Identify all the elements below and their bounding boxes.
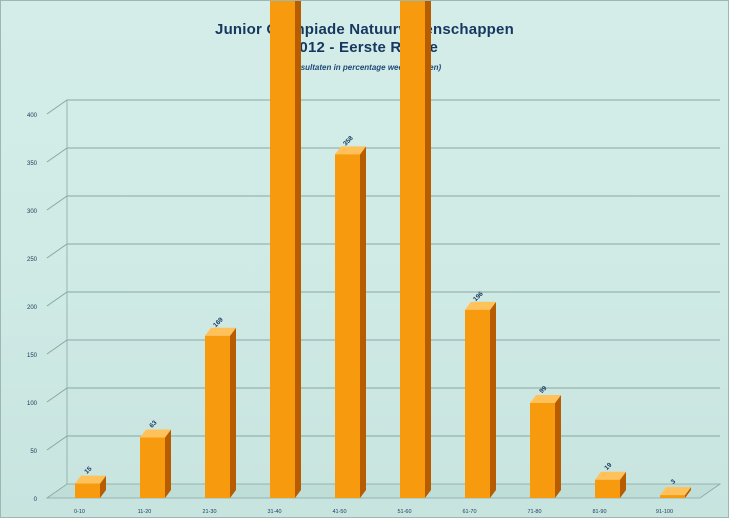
x-tick-label: 11-20 [138,509,152,515]
gridline [46,147,720,163]
y-tick-label: 50 [30,449,37,455]
data-label: 99 [538,385,548,395]
gridline [46,339,720,355]
y-tick-label: 0 [34,497,38,503]
bar-top [205,327,236,336]
bar-side [100,475,106,498]
bar-top [75,475,106,484]
bar-front [140,437,165,498]
x-tick-label: 31-40 [267,509,281,515]
gridline [46,291,720,307]
bar [75,475,106,498]
y-tick-label: 150 [27,353,38,359]
bar [270,1,301,498]
x-tick-label: 81-90 [592,509,606,515]
bar-side [490,301,496,498]
bar [530,394,561,498]
x-tick-label: 41-50 [332,509,346,515]
x-tick-label: 61-70 [462,509,476,515]
bar-front [660,495,685,498]
bar-top [140,429,171,438]
bar [595,471,626,498]
gridline [46,99,720,115]
bar-side [165,429,171,498]
bar-top [660,487,691,496]
y-tick-label: 400 [27,113,38,119]
bar-front [75,483,100,498]
bar-front [270,1,295,498]
data-label: 15 [83,465,93,475]
bar-front [205,335,230,498]
y-tick-label: 100 [27,401,38,407]
bar-top [335,146,366,155]
bar-side [425,1,431,498]
y-tick-label: 350 [27,161,38,167]
data-label: 19 [603,461,613,471]
x-tick-label: 21-30 [202,509,216,515]
bar-front [530,402,555,498]
bar [660,487,691,498]
bar-side [360,146,366,498]
bar-side [295,1,301,498]
gridline [46,435,720,451]
y-tick-label: 200 [27,305,38,311]
x-tick-label: 91-100 [656,509,673,515]
bar [335,146,366,498]
x-tick-label: 0-10 [74,509,85,515]
bar-front [465,309,490,498]
bar [205,327,236,498]
bar-front [595,479,620,498]
bar-front [335,154,360,498]
bar-side [685,487,691,498]
bar-top [595,471,626,480]
bar-top [530,394,561,403]
bar [140,429,171,498]
data-label: 358 [342,135,355,148]
bar-layer [75,1,691,498]
bar-side [230,327,236,498]
x-tick-label: 71-80 [527,509,541,515]
bar-side [620,471,626,498]
y-tick-label: 250 [27,257,38,263]
bar [465,301,496,498]
bar-side [555,394,561,498]
gridline [46,195,720,211]
gridline [46,243,720,259]
data-label: 63 [148,419,158,429]
bar [400,1,431,498]
x-tick-label: 51-60 [397,509,411,515]
y-tick-label: 300 [27,209,38,215]
bar-top [465,301,496,310]
data-label: 169 [212,316,225,329]
gridline [46,387,720,403]
data-label: 3 [670,478,678,486]
chart-subtitle: (Resultaten in percentage weergegeven) [287,63,442,72]
bar-front [400,1,425,498]
